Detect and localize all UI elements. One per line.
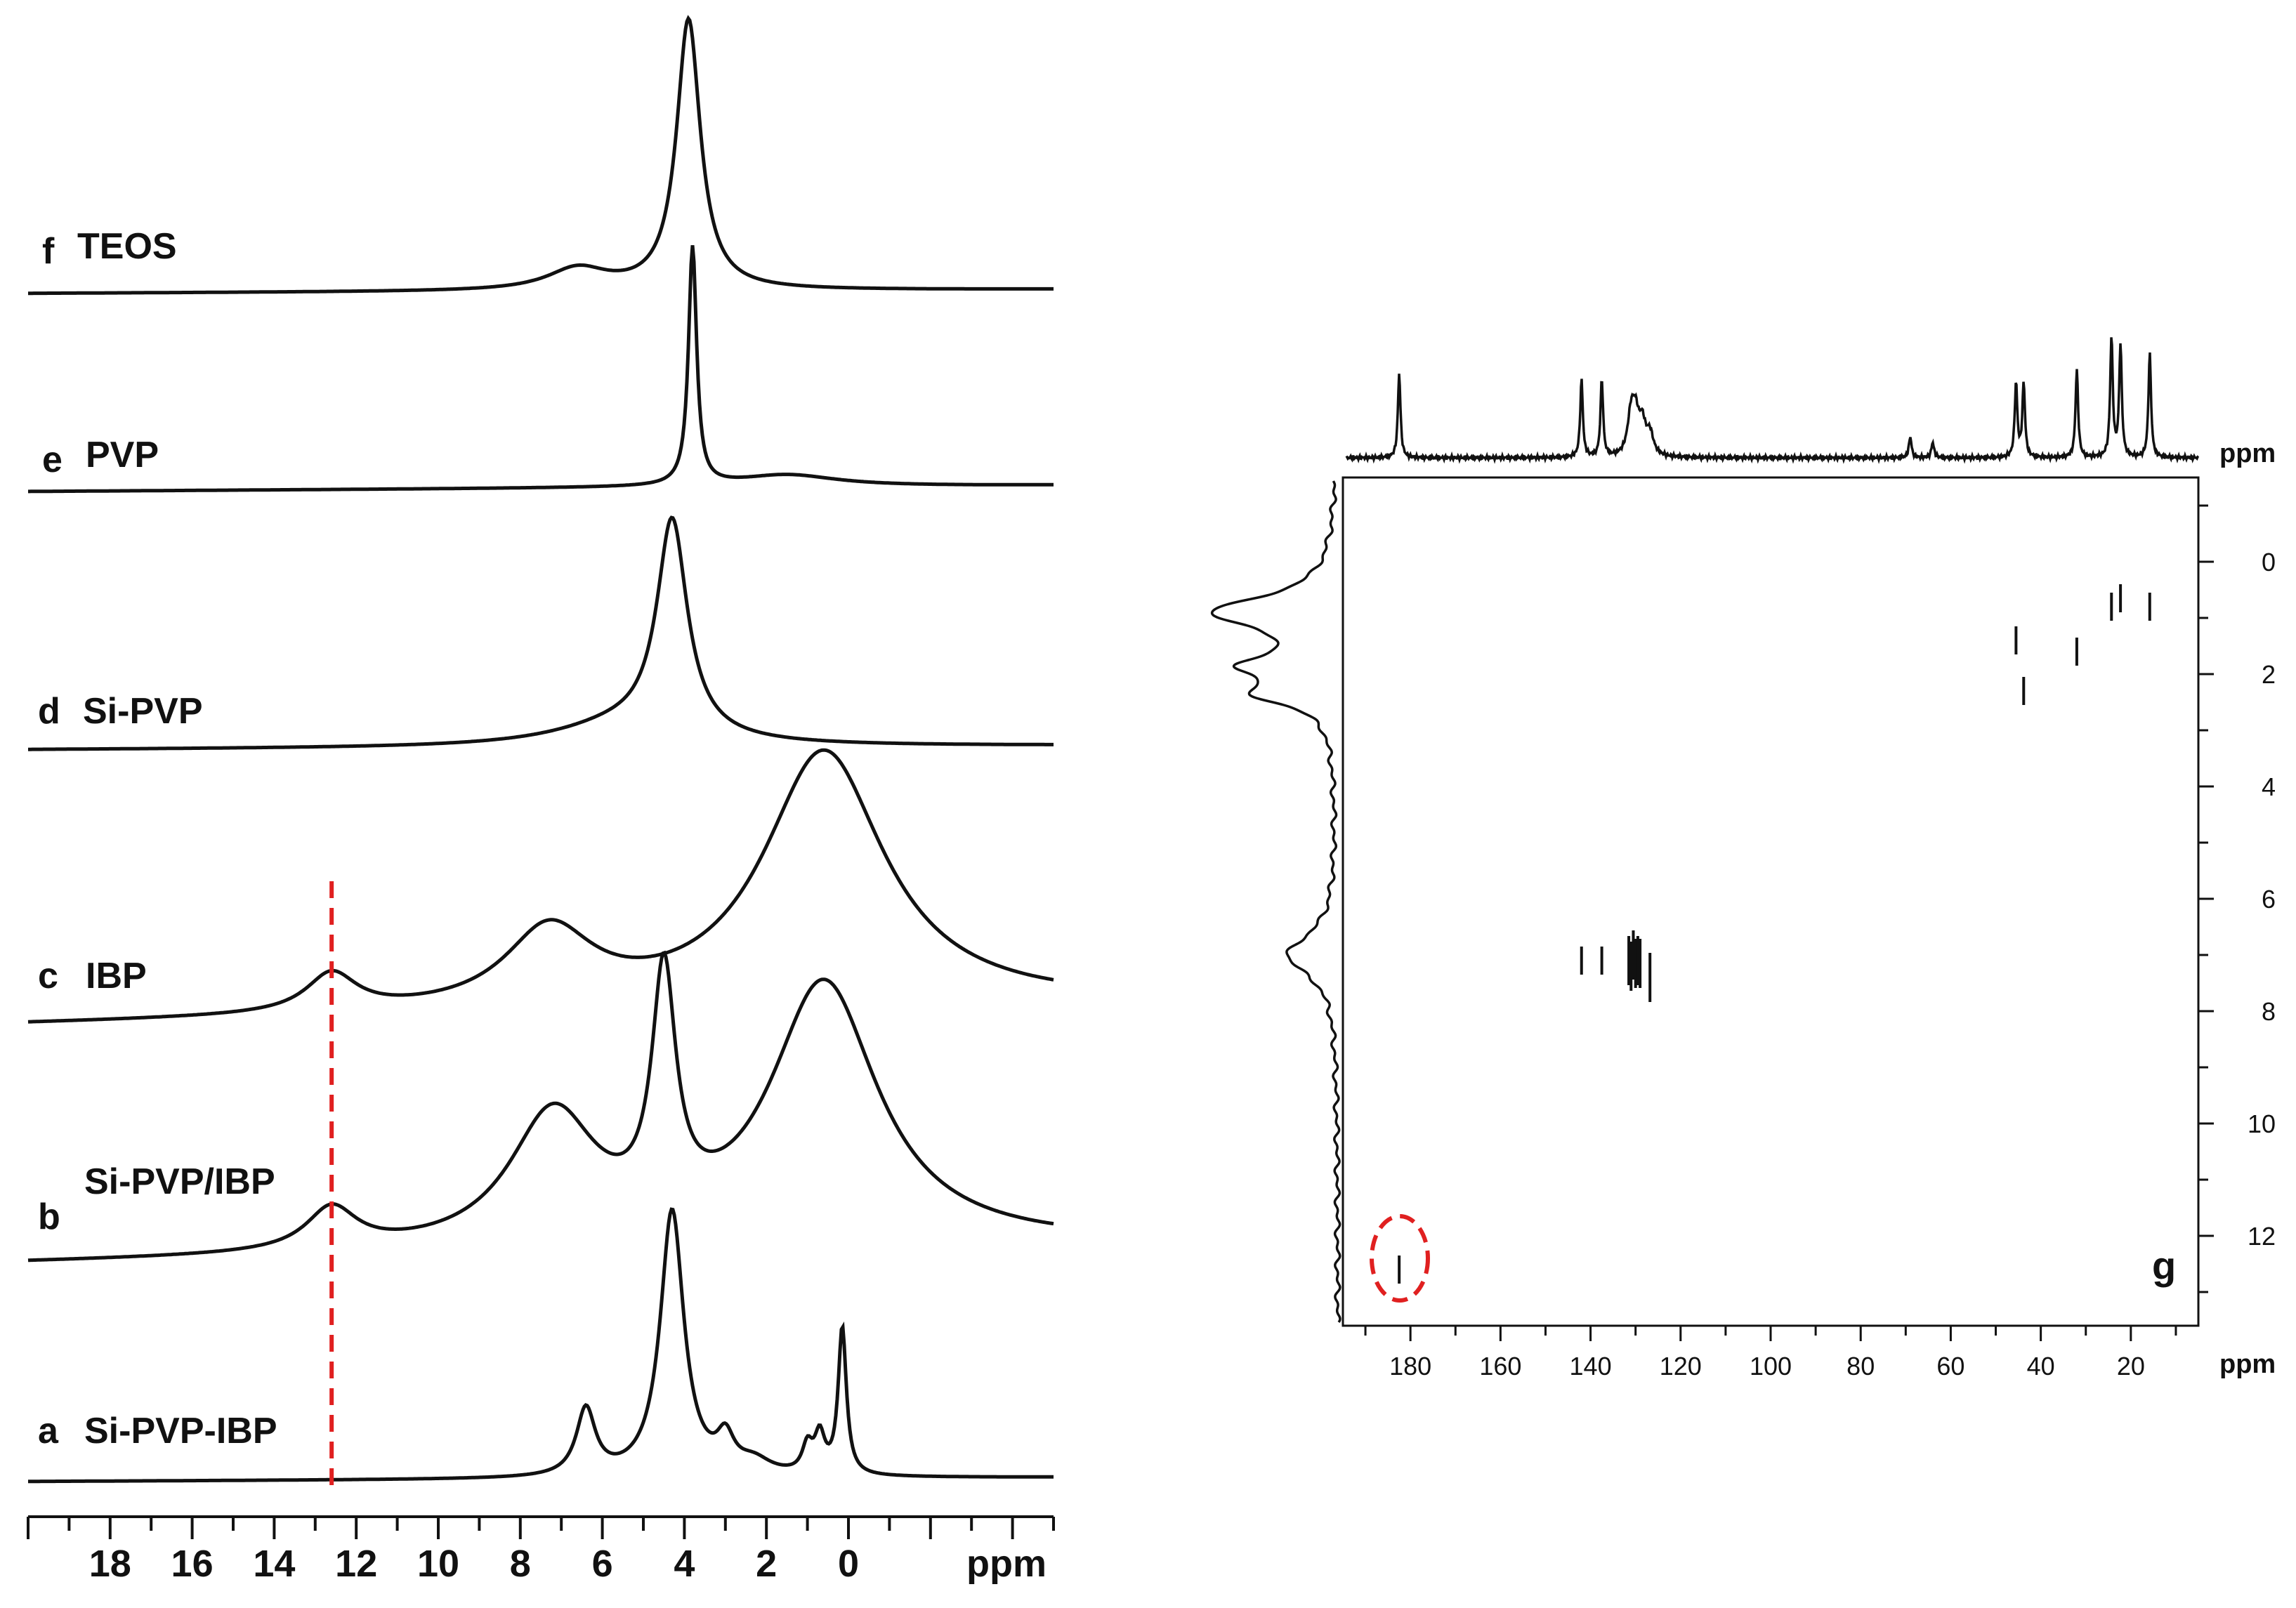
bottom-x-tick-label: 120 <box>1660 1352 1702 1380</box>
stacked-spectra <box>27 15 1054 1484</box>
left-x-tick-label: 16 <box>171 1543 214 1585</box>
cross-peaks <box>1398 584 2151 1284</box>
bottom-x-tick-label: 100 <box>1750 1352 1792 1380</box>
red-dashed-highlight-circle <box>1370 1214 1430 1303</box>
left-x-tick-label: 4 <box>674 1543 695 1585</box>
left-x-tick-label: 12 <box>335 1543 377 1585</box>
spectrum-name-a: Si-PVP-IBP <box>84 1411 277 1451</box>
left-x-axis-label: ppm <box>966 1543 1047 1585</box>
left-x-tick-label: 14 <box>253 1543 295 1585</box>
spectrum-labels: f TEOS e PVP d Si-PVP c IBP b Si-PVP/IBP a Si-PVP-I… <box>38 226 277 1451</box>
left-x-tick-label: 10 <box>417 1543 459 1585</box>
spectrum-letter-b: b <box>38 1197 60 1237</box>
left-x-tick-label: 18 <box>89 1543 131 1585</box>
left-x-tick-label: 8 <box>510 1543 531 1585</box>
bottom-x-tick-label: 40 <box>2027 1352 2055 1380</box>
right-y-tick-label: 12 <box>2248 1222 2276 1251</box>
spectrum-trace-c <box>27 748 1054 1024</box>
right-y-tick-label: 6 <box>2262 885 2276 914</box>
spectrum-letter-e: e <box>42 440 63 480</box>
spectrum-name-d: Si-PVP <box>83 691 203 732</box>
top-projection-unit-label: ppm <box>2219 439 2276 468</box>
top-projection-trace <box>1345 337 2200 464</box>
bottom-axis-unit-label: ppm <box>2219 1350 2276 1379</box>
bottom-x-tick-label: 160 <box>1479 1352 1521 1380</box>
bottom-x-tick-label: 60 <box>1936 1352 1964 1380</box>
spectrum-trace-b <box>27 950 1054 1263</box>
spectrum-letter-d: d <box>38 691 60 732</box>
spectrum-name-b: Si-PVP/IBP <box>84 1161 275 1202</box>
spectrum-letter-c: c <box>38 956 58 996</box>
panel-letter-g: g <box>2152 1244 2176 1288</box>
spectrum-trace-e <box>28 245 1054 494</box>
right-y-tick-label: 4 <box>2262 772 2276 801</box>
bottom-x-tick-label: 80 <box>1846 1352 1875 1380</box>
bottom-x-tick-label: 20 <box>2117 1352 2145 1380</box>
left-x-tick-label: 0 <box>838 1543 859 1585</box>
spectrum-letter-f: f <box>42 231 55 272</box>
right-y-tick-label: 8 <box>2262 997 2276 1026</box>
plot-frame <box>1341 476 2200 1327</box>
bottom-x-tick-label: 140 <box>1570 1352 1612 1380</box>
right-y-tick-label: 2 <box>2262 660 2276 689</box>
spectrum-name-c: IBP <box>86 956 147 996</box>
spectrum-trace-d <box>28 515 1054 751</box>
left-projection-trace <box>1210 480 1341 1324</box>
spectrum-trace-a <box>28 1207 1054 1484</box>
spectrum-trace-f <box>28 15 1054 296</box>
spectrum-name-e: PVP <box>86 435 159 475</box>
bottom-x-tick-label: 180 <box>1389 1352 1431 1380</box>
left-x-tick-label: 2 <box>756 1543 777 1585</box>
right-axes: 180 160 140 120 100 80 60 40 20 0 2 4 6 8 10 12 <box>1364 504 2276 1380</box>
right-y-tick-label: 10 <box>2248 1109 2276 1138</box>
left-x-axis: 18 16 14 12 10 8 6 4 2 0 <box>27 1515 1055 1585</box>
left-x-tick-label: 6 <box>592 1543 613 1585</box>
spectrum-letter-a: a <box>38 1411 59 1451</box>
left-1h-nmr-panel: 18 16 14 12 10 8 6 4 2 0 f TEOS e PVP d Si-PVP c IBP b Si-… <box>27 15 1055 1585</box>
right-2d-panel: 180 160 140 120 100 80 60 40 20 0 2 4 6 8 10 12 g ppm p… <box>1210 337 2276 1380</box>
spectrum-name-f: TEOS <box>77 226 177 267</box>
right-y-tick-label: 0 <box>2262 548 2276 576</box>
